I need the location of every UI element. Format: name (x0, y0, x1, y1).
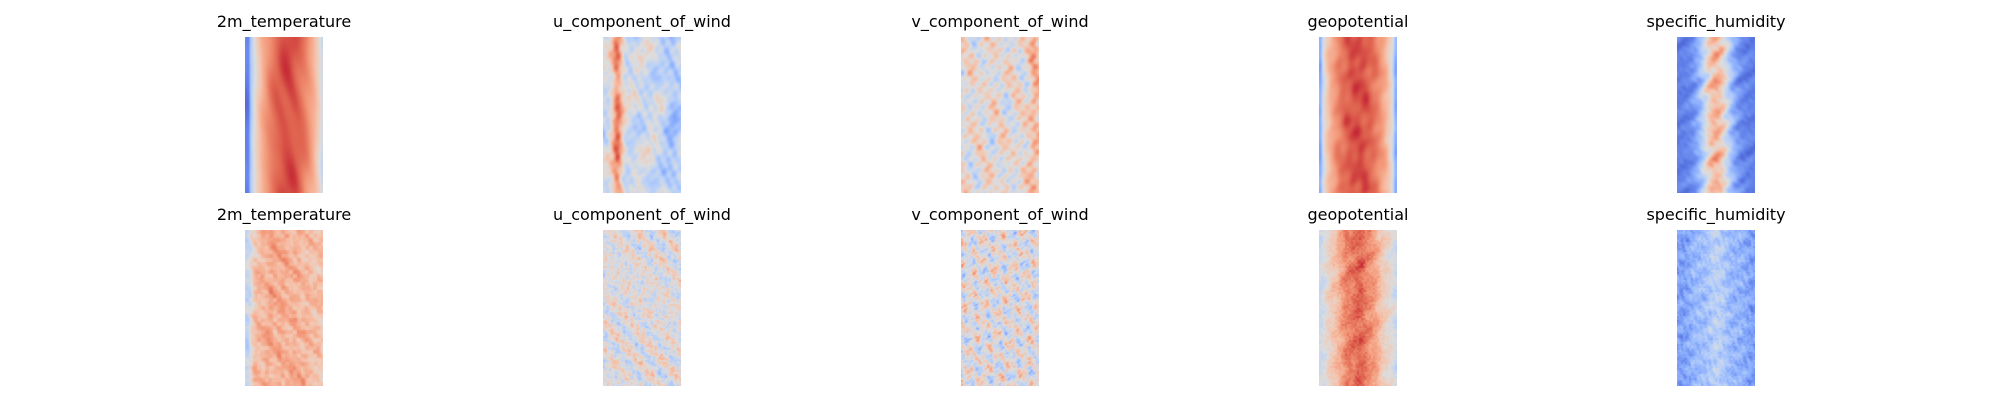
panel-title-r1-c3: v_component_of_wind (911, 12, 1089, 31)
panel-title-r1-c4: geopotential (1307, 12, 1409, 31)
panel-title-r1-c1: 2m_temperature (216, 12, 352, 31)
heatmap-geopotential-r1 (1319, 37, 1397, 193)
heatmap-v-component-of-wind-r2 (961, 230, 1039, 386)
heatmap-geopotential-r2 (1319, 230, 1397, 386)
panel-title-r1-c5: specific_humidity (1646, 12, 1786, 31)
panel-title-r1-c2: u_component_of_wind (553, 12, 731, 31)
panel-title-r2-c1: 2m_temperature (216, 205, 352, 224)
panel-title-r2-c3: v_component_of_wind (911, 205, 1089, 224)
heatmap-specific-humidity-r2 (1677, 230, 1755, 386)
heatmap-2m-temperature-r2 (245, 230, 323, 386)
panel-title-r2-c2: u_component_of_wind (553, 205, 731, 224)
heatmap-2m-temperature-r1 (245, 37, 323, 193)
panel-title-r2-c4: geopotential (1307, 205, 1409, 224)
heatmap-v-component-of-wind-r1 (961, 37, 1039, 193)
panel-title-r2-c5: specific_humidity (1646, 205, 1786, 224)
heatmap-u-component-of-wind-r1 (603, 37, 681, 193)
heatmap-u-component-of-wind-r2 (603, 230, 681, 386)
heatmap-specific-humidity-r1 (1677, 37, 1755, 193)
